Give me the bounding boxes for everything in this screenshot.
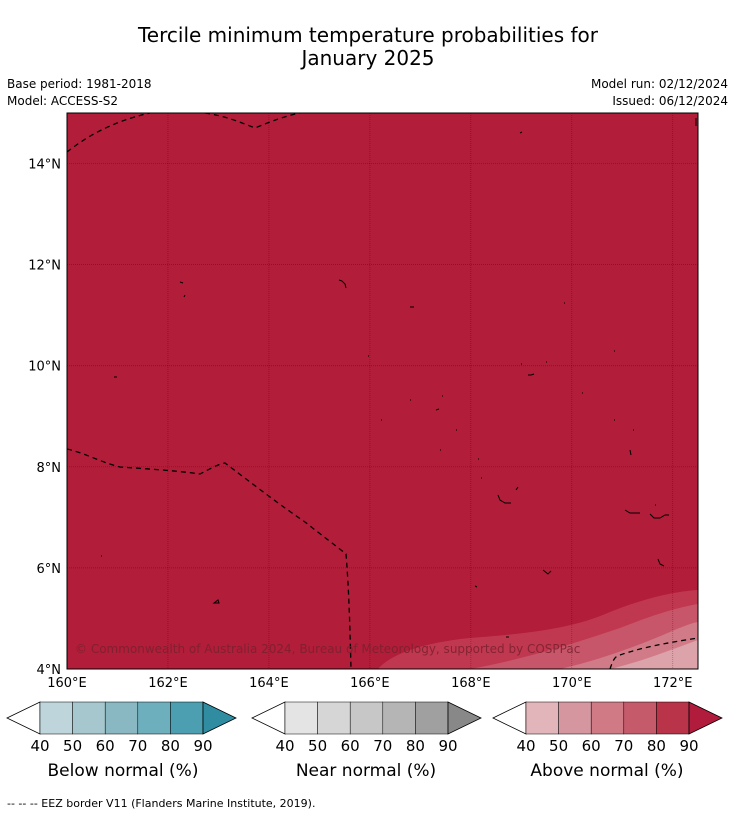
- base-period-label: Base period: 1981-2018: [7, 77, 152, 91]
- lon-tick-label: 160°E: [47, 676, 87, 691]
- colorbar-tick-label: 90: [193, 737, 212, 755]
- colorbar-segment: [623, 701, 657, 735]
- colorbar-segment: [558, 701, 592, 735]
- map-band-40-50: [610, 640, 698, 669]
- colorbar-segment: [137, 701, 171, 735]
- colorbar-under-arrow: [6, 701, 41, 735]
- colorbar-segment: [656, 701, 690, 735]
- colorbar-tick-label: 80: [161, 737, 180, 755]
- lon-tick-labels: 160°E 162°E 164°E 166°E 168°E 170°E 172°E: [47, 676, 692, 691]
- colorbar-tick-label: 70: [128, 737, 147, 755]
- colorbar-segment: [317, 701, 351, 735]
- chart-title-line2: January 2025: [301, 46, 435, 70]
- colorbar-tick-label: 80: [406, 737, 425, 755]
- model-run-label: Model run: 02/12/2024: [590, 77, 728, 91]
- model-label: Model: ACCESS-S2: [7, 94, 119, 108]
- probability-map: © Commonwealth of Australia 2024, Bureau…: [6, 112, 723, 755]
- map-gridlines: [67, 113, 698, 669]
- colorbars: 40 50 60 70 80 90 40 50 60 70 80 90 40 50 60 70 80 90: [6, 701, 723, 755]
- colorbar-tick-label: 70: [614, 737, 633, 755]
- colorbar-under-arrow: [251, 701, 286, 735]
- colorbar-tick-label: 60: [341, 737, 360, 755]
- copyright-notice: © Commonwealth of Australia 2024, Bureau…: [75, 642, 580, 656]
- colorbar-tick-label: 40: [275, 737, 294, 755]
- colorbar-segment: [104, 701, 139, 735]
- issued-label: Issued: 06/12/2024: [612, 94, 728, 108]
- lat-tick-label: 10°N: [28, 360, 61, 375]
- lat-tick-label: 14°N: [28, 158, 61, 173]
- above-normal-legend-title: Above normal (%): [530, 761, 684, 781]
- eez-border-footnote: -- -- -- EEZ border V11 (Flanders Marine…: [7, 797, 316, 810]
- lon-tick-label: 164°E: [249, 676, 289, 691]
- colorbar-segment: [590, 701, 625, 735]
- island-outlines: [101, 118, 697, 638]
- eez-borders: [67, 113, 698, 669]
- lat-tick-label: 6°N: [37, 562, 62, 577]
- colorbar-tick-label: 50: [549, 737, 568, 755]
- colorbar-segment: [382, 701, 416, 735]
- near-normal-legend-title: Near normal (%): [295, 761, 437, 781]
- below-normal-legend-title: Below normal (%): [47, 761, 199, 781]
- colorbar-over-arrow: [202, 701, 237, 735]
- lon-tick-label: 166°E: [350, 676, 390, 691]
- above-normal-colorbar: 40 50 60 70 80 90: [492, 701, 723, 755]
- colorbar-under-arrow: [492, 701, 527, 735]
- colorbar-tick-label: 50: [308, 737, 327, 755]
- map-fill-dominant: [67, 113, 698, 669]
- lon-tick-label: 172°E: [653, 676, 693, 691]
- lat-tick-label: 4°N: [37, 663, 62, 678]
- lat-tick-labels: 4°N 6°N 8°N 10°N 12°N 14°N: [28, 158, 61, 678]
- lon-tick-label: 168°E: [451, 676, 491, 691]
- colorbar-tick-label: 60: [582, 737, 601, 755]
- colorbar-tick-label: 40: [516, 737, 535, 755]
- colorbar-tick-label: 90: [679, 737, 698, 755]
- colorbar-segment: [284, 701, 318, 735]
- colorbar-tick-label: 40: [30, 737, 49, 755]
- colorbar-tick-label: 80: [647, 737, 666, 755]
- colorbar-over-arrow: [447, 701, 482, 735]
- colorbar-tick-label: 50: [63, 737, 82, 755]
- colorbar-segment: [349, 701, 384, 735]
- near-normal-colorbar: 40 50 60 70 80 90: [251, 701, 482, 755]
- colorbar-segment: [39, 701, 73, 735]
- map-frame: [66, 112, 699, 670]
- colorbar-segment: [415, 701, 449, 735]
- colorbar-segment: [170, 701, 204, 735]
- colorbar-segment: [72, 701, 106, 735]
- lon-tick-label: 162°E: [148, 676, 188, 691]
- lat-tick-label: 12°N: [28, 259, 61, 274]
- colorbar-over-arrow: [688, 701, 723, 735]
- colorbar-segment: [525, 701, 559, 735]
- chart-title-line1: Tercile minimum temperature probabilitie…: [137, 23, 599, 47]
- colorbar-tick-label: 90: [438, 737, 457, 755]
- lat-tick-label: 8°N: [37, 461, 62, 476]
- below-normal-colorbar: 40 50 60 70 80 90: [6, 701, 237, 755]
- colorbar-tick-label: 70: [373, 737, 392, 755]
- lon-tick-label: 170°E: [552, 676, 592, 691]
- colorbar-tick-label: 60: [96, 737, 115, 755]
